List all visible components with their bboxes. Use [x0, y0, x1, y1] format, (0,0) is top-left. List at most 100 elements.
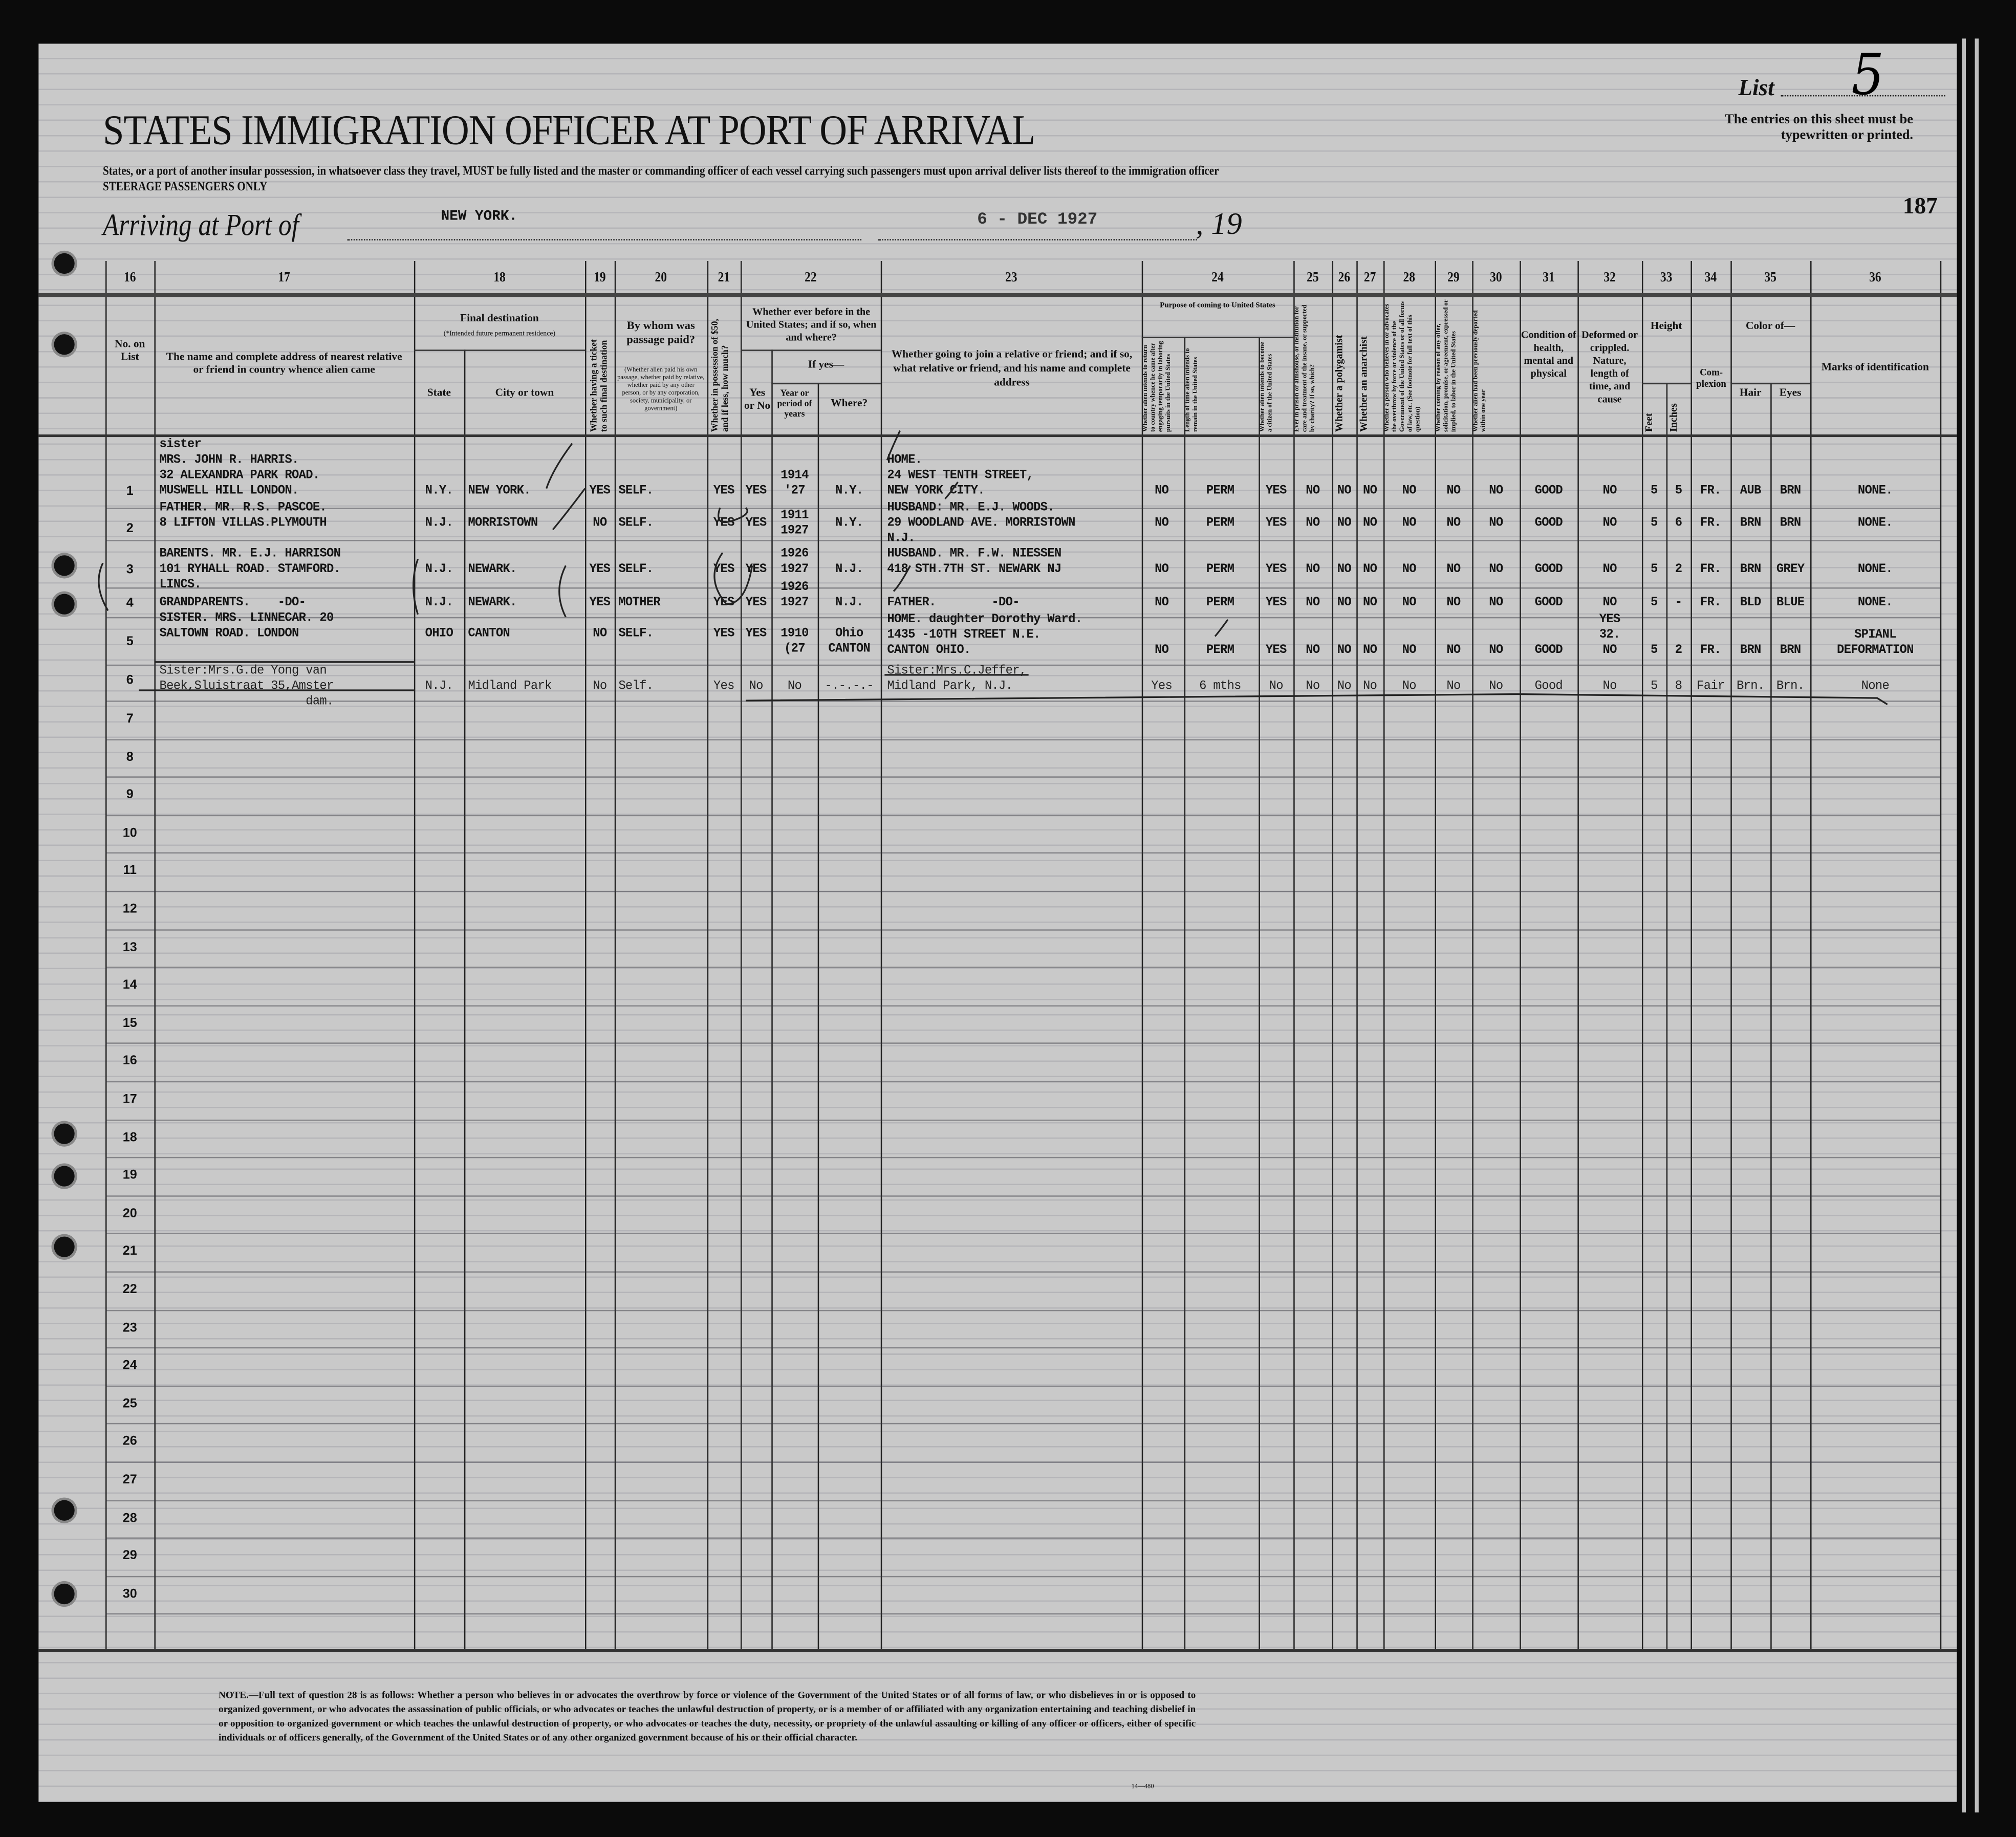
port-value: NEW YORK. [441, 209, 517, 225]
row-number: 22 [122, 1283, 137, 1297]
cell-money: YES [713, 627, 735, 642]
column-header-dest-sublabel: (*Intended future permanent residence) [443, 330, 556, 338]
cell-q28: NO [1402, 516, 1417, 531]
form-number: 14—480 [1131, 1784, 1154, 1791]
column-header-deformed-label: Deformed or crippled. Nature, length of … [1581, 329, 1638, 405]
handwritten-amount [718, 507, 748, 523]
cell-inches: 2 [1675, 563, 1682, 577]
cell-city: Midland Park [468, 680, 552, 694]
cell-before: No [749, 680, 764, 694]
column-rule [1810, 260, 1812, 1650]
row-number: 16 [122, 1054, 137, 1069]
column-rule [1770, 383, 1772, 1650]
header-bottom-rule [38, 434, 1957, 438]
cell-year: 1911 1927 [781, 509, 809, 539]
cell-joining: HUSBAND: MR. E.J. WOODS. 29 WOODLAND AVE… [887, 501, 1075, 546]
cell-relative: GRANDPARENTS. -DO- [159, 596, 306, 611]
subheader-rule [1641, 383, 1691, 385]
cell-prison: NO [1306, 563, 1320, 577]
cell-city: CANTON [468, 627, 510, 642]
row-number: 21 [122, 1244, 137, 1259]
page-number: 187 [1902, 192, 1938, 219]
cell-inches: 8 [1675, 680, 1682, 694]
handwritten-amount [713, 552, 753, 605]
row-rule [105, 852, 1940, 855]
cell-year: No [787, 680, 802, 694]
column-rule [1435, 260, 1437, 1650]
cell-length: 6 mths [1199, 680, 1241, 694]
row-number: 26 [122, 1435, 137, 1450]
cell-deformed: NO [1602, 485, 1617, 499]
paper-sheet [38, 43, 1957, 1802]
cell-polygamist: NO [1337, 644, 1352, 659]
cell-anarchist: No [1363, 680, 1377, 694]
column-rule [1259, 337, 1260, 1650]
cell-state: N.J. [425, 516, 453, 531]
row-rule [105, 1043, 1940, 1044]
cell-feet: 5 [1650, 516, 1658, 531]
binder-hole [54, 253, 75, 274]
row-rule [105, 1233, 1940, 1235]
column-rule [1690, 260, 1692, 1650]
cell-ticket: No [593, 680, 607, 694]
row-rule [105, 1423, 1940, 1425]
column-header-marks-label: Marks of identification [1821, 360, 1929, 373]
cell-deformed: NO [1602, 563, 1617, 577]
cell-where: N.Y. [835, 485, 863, 499]
cell-length: PERM [1206, 485, 1234, 499]
cell-q29: NO [1446, 563, 1461, 577]
form-instruction: States, or a port of another insular pos… [102, 164, 1219, 179]
page-edge [1975, 38, 1979, 1813]
subheader-rule [1730, 383, 1811, 385]
subheader-rule [740, 349, 881, 351]
row-number: 20 [122, 1207, 137, 1221]
list-number: 5 [1851, 43, 1884, 108]
column-rule [1383, 260, 1385, 1650]
cell-hair: AUB [1740, 485, 1762, 499]
row-rule [105, 1119, 1940, 1121]
row-number: 12 [122, 902, 137, 917]
arriving-label: Arriving at Port of [102, 209, 299, 243]
cell-paid: SELF. [618, 627, 654, 642]
cell-citizen: YES [1265, 596, 1287, 611]
row-number: 23 [122, 1321, 137, 1336]
cell-year: 1926 1927 [781, 581, 809, 611]
column-rule [1641, 260, 1643, 1650]
check-mark [893, 565, 912, 592]
cell-state: N.Y. [425, 485, 453, 499]
typewritten-note: The entries on this sheet must be typewr… [1725, 113, 1914, 143]
cell-citizen: YES [1265, 485, 1287, 499]
cell-length: PERM [1206, 516, 1234, 531]
column-rule [414, 260, 416, 1650]
cell-city: NEWARK. [468, 596, 517, 611]
cell-before: YES [745, 485, 767, 499]
cell-ticket: YES [589, 563, 611, 577]
column-rule [880, 260, 882, 1650]
cell-hair: BRN [1740, 563, 1762, 577]
cell-q28: NO [1402, 485, 1417, 499]
cell-deformed: No [1602, 680, 1617, 694]
cell-joining: Sister:Mrs.C.Jeffer, Midland Park, N.J. [887, 664, 1027, 694]
row-number: 11 [123, 864, 137, 879]
cell-complexion: FR. [1700, 563, 1722, 577]
row-rule [105, 1537, 1940, 1539]
cell-eyes: BRN [1780, 516, 1802, 531]
cell-state: N.J. [425, 596, 453, 611]
column-number: 22 [805, 270, 817, 286]
row-number: 14 [122, 978, 137, 993]
column-rule [464, 349, 466, 1650]
column-rule [740, 260, 742, 1650]
column-header-paid-sublabel: (Whether alien paid his own passage, whe… [617, 367, 705, 413]
row-rule [105, 1499, 1940, 1501]
column-rule [1577, 260, 1579, 1650]
cell-paid: Self. [618, 680, 654, 694]
cell-ticket: YES [589, 596, 611, 611]
cell-city: MORRISTOWN [468, 516, 538, 531]
cell-citizen: YES [1265, 563, 1287, 577]
column-header-paid-label: By whom was passage paid? [626, 319, 696, 346]
column-rule [1293, 260, 1295, 1650]
cell-health: GOOD [1534, 563, 1563, 577]
cell-deported: NO [1489, 644, 1503, 659]
cell-paid: SELF. [618, 485, 654, 499]
row-number: 1 [126, 485, 134, 499]
